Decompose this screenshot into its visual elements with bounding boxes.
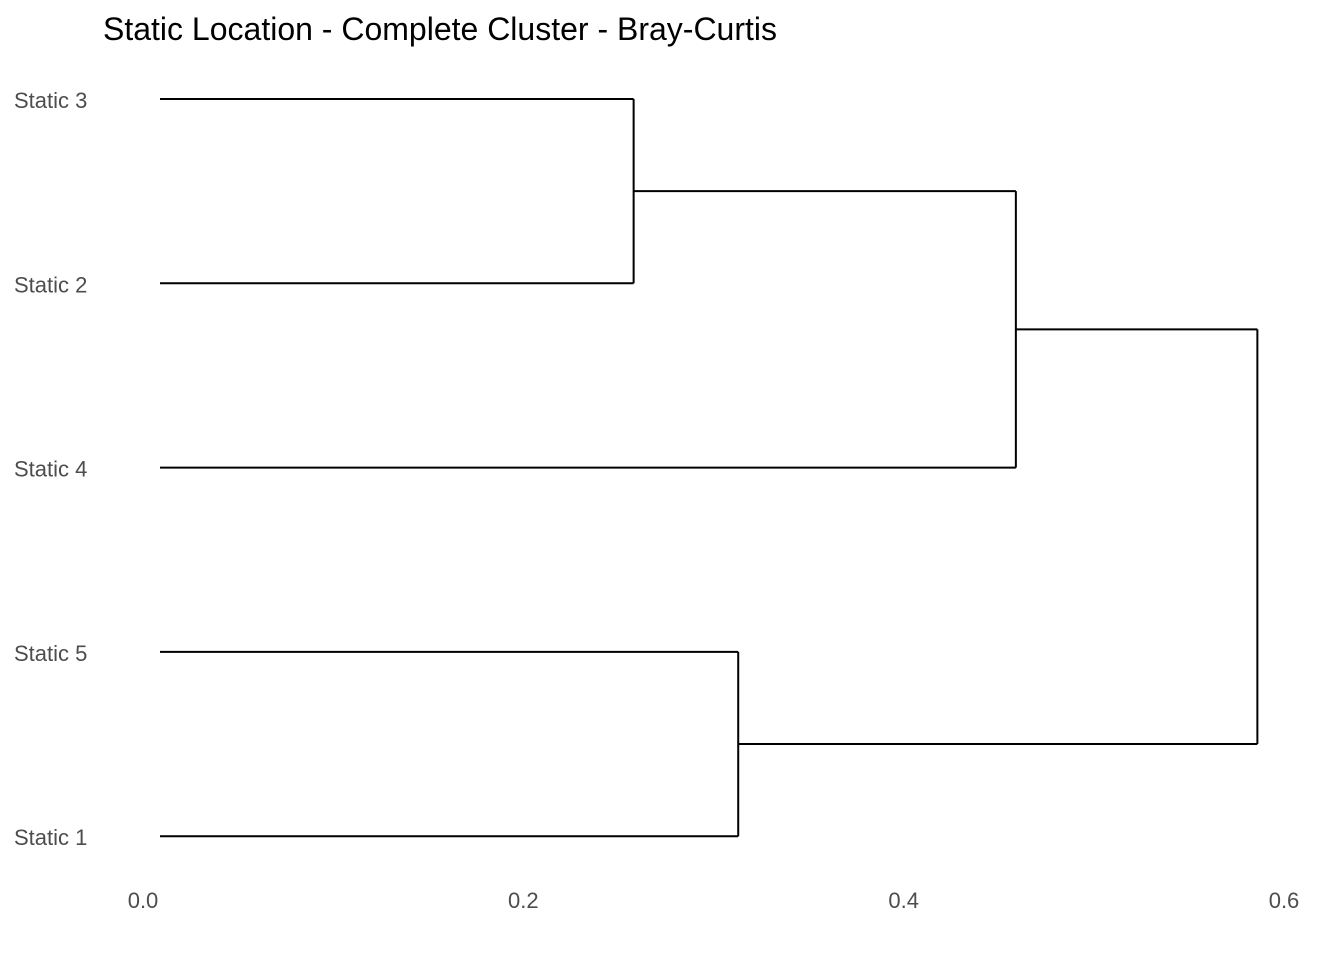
leaf-label: Static 4 <box>14 457 87 482</box>
chart-title: Static Location - Complete Cluster - Bra… <box>103 11 777 47</box>
leaf-labels: Static 3 Static 2 Static 4 Static 5 Static 1 <box>14 88 87 850</box>
x-tick-label: 0.2 <box>508 888 539 913</box>
leaf-label: Static 1 <box>14 825 87 850</box>
leaf-label: Static 3 <box>14 88 87 113</box>
x-tick-label: 0.6 <box>1269 888 1300 913</box>
leaf-label: Static 2 <box>14 272 87 297</box>
dendrogram-branches <box>160 98 1259 838</box>
leaf-label: Static 5 <box>14 641 87 666</box>
x-axis-ticks: 0.0 0.2 0.4 0.6 <box>128 888 1300 913</box>
x-tick-label: 0.0 <box>128 888 159 913</box>
x-tick-label: 0.4 <box>888 888 919 913</box>
